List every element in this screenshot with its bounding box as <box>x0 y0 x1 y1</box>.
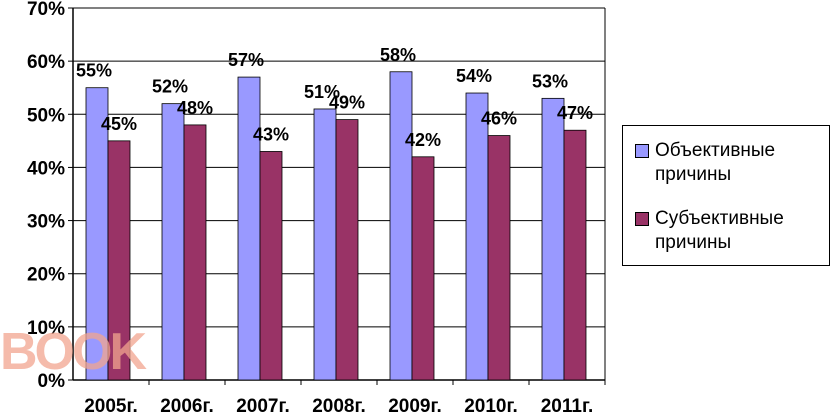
data-label: 57% <box>228 50 264 70</box>
data-label: 49% <box>329 93 365 113</box>
data-label: 48% <box>177 98 213 118</box>
x-tick-label: 2008г. <box>312 396 366 416</box>
x-tick-label: 2007г. <box>236 396 290 416</box>
data-label: 43% <box>253 124 289 144</box>
y-tick-label: 0% <box>38 371 66 392</box>
bar-objective-2006г. <box>161 103 185 381</box>
legend-label-subjective: Субъективные причины <box>655 208 784 253</box>
bar-subjective-2009г. <box>411 156 435 381</box>
legend-swatch-subjective <box>635 212 649 226</box>
bar-objective-2007г. <box>237 76 261 381</box>
legend-item-subjective: Субъективные причины <box>635 207 830 255</box>
watermark-logo: BOOK <box>0 323 147 381</box>
bar-subjective-2007г. <box>259 151 283 381</box>
x-tick-label: 2006г. <box>160 396 214 416</box>
y-tick-label: 70% <box>27 0 65 20</box>
y-axis-tick-labels: 0% 10% 20% 30% 40% 50% 60% 70% <box>27 0 65 392</box>
y-tick-label: 30% <box>27 212 65 233</box>
legend-label-objective: Объективные причины <box>655 140 776 185</box>
y-tick-label: 10% <box>27 318 65 339</box>
y-tick-label: 40% <box>27 158 65 179</box>
data-label: 55% <box>76 61 112 81</box>
y-tick-label: 50% <box>27 105 65 126</box>
data-label: 58% <box>380 45 416 65</box>
x-tick-label: 2009г. <box>388 396 442 416</box>
bar-subjective-2006г. <box>183 124 207 381</box>
x-tick-label: 2010г. <box>464 396 518 416</box>
bar-subjective-2008г. <box>335 119 359 381</box>
bar-objective-2010г. <box>465 92 489 381</box>
y-tick-label: 60% <box>27 52 65 73</box>
data-label: 42% <box>405 130 441 150</box>
legend-item-objective: Объективные причины <box>635 139 830 187</box>
data-label: 51% <box>304 82 340 102</box>
data-label: 45% <box>101 114 137 134</box>
data-label: 46% <box>481 109 517 129</box>
bar-subjective-2005г. <box>107 140 131 381</box>
bar-subjective-2010г. <box>487 135 511 381</box>
x-tick-label: 2005г. <box>84 396 138 416</box>
x-axis-tick-labels: 2005г. 2006г. 2007г. 2008г. 2009г. 2010г. 2011… <box>84 396 593 416</box>
data-labels: 55% 45% 52%48% 57% 43% 51%49% 58% 42% 54% 46% 53% 4… <box>76 45 593 150</box>
data-label: 52% <box>152 77 188 97</box>
bar-subjective-2011г. <box>563 129 587 381</box>
legend: Объективные причины Субъективные причины <box>622 125 830 266</box>
data-label: 53% <box>532 71 568 91</box>
bar-objective-2011г. <box>541 97 565 381</box>
legend-swatch-objective <box>635 144 649 158</box>
bar-objective-2009г. <box>389 71 413 381</box>
data-label: 54% <box>456 66 492 86</box>
bar-objective-2008г. <box>313 108 337 381</box>
x-tick-label: 2011г. <box>541 396 594 416</box>
y-tick-label: 20% <box>27 265 65 286</box>
data-label: 47% <box>557 103 593 123</box>
bars <box>85 71 587 381</box>
